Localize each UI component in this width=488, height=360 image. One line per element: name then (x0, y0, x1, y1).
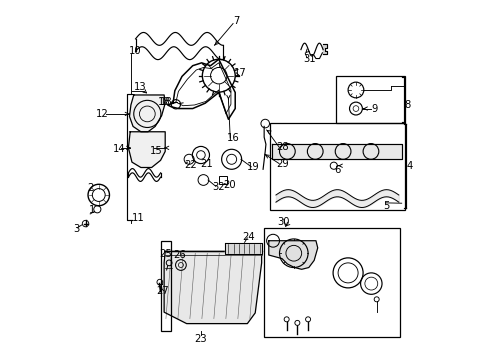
Polygon shape (129, 95, 165, 132)
Text: 6: 6 (333, 165, 340, 175)
Text: 8: 8 (403, 100, 409, 110)
Bar (264, 228, 399, 337)
Text: 27: 27 (156, 287, 168, 296)
Bar (269, 123, 405, 210)
Circle shape (284, 317, 288, 322)
Text: 30: 30 (276, 217, 289, 227)
Bar (160, 241, 171, 331)
Bar (218, 176, 226, 184)
Text: 9: 9 (370, 104, 377, 113)
Text: 20: 20 (223, 180, 235, 190)
Text: 29: 29 (276, 158, 288, 168)
Text: 18: 18 (157, 97, 170, 107)
Text: 12: 12 (96, 109, 109, 119)
Text: 15: 15 (149, 146, 162, 156)
Text: 3: 3 (73, 224, 79, 234)
Text: 13: 13 (134, 82, 146, 92)
Circle shape (305, 317, 310, 322)
Polygon shape (128, 132, 165, 167)
Text: 28: 28 (276, 142, 288, 152)
Text: 10: 10 (128, 46, 141, 57)
Text: 18: 18 (160, 97, 172, 107)
Text: 32: 32 (212, 182, 224, 192)
Text: 11: 11 (132, 213, 144, 223)
Polygon shape (272, 144, 401, 158)
Polygon shape (164, 251, 261, 324)
Text: 5: 5 (382, 201, 389, 211)
Text: 19: 19 (246, 162, 259, 172)
Text: 16: 16 (226, 133, 239, 143)
Text: 4: 4 (406, 161, 412, 171)
Text: 31: 31 (303, 54, 315, 64)
Circle shape (294, 320, 299, 325)
Bar (335, 76, 405, 123)
Polygon shape (323, 44, 326, 54)
Text: 23: 23 (194, 334, 207, 344)
Text: 17: 17 (233, 68, 246, 78)
Text: 26: 26 (173, 250, 185, 260)
Text: 22: 22 (184, 160, 197, 170)
Text: 25: 25 (159, 249, 171, 259)
Text: 24: 24 (242, 232, 255, 242)
Text: 14: 14 (112, 144, 125, 154)
Polygon shape (224, 243, 261, 254)
Text: 21: 21 (200, 159, 212, 169)
Text: 7: 7 (233, 17, 239, 26)
Text: 1: 1 (88, 205, 95, 215)
Polygon shape (268, 241, 317, 269)
Text: 2: 2 (87, 183, 94, 193)
